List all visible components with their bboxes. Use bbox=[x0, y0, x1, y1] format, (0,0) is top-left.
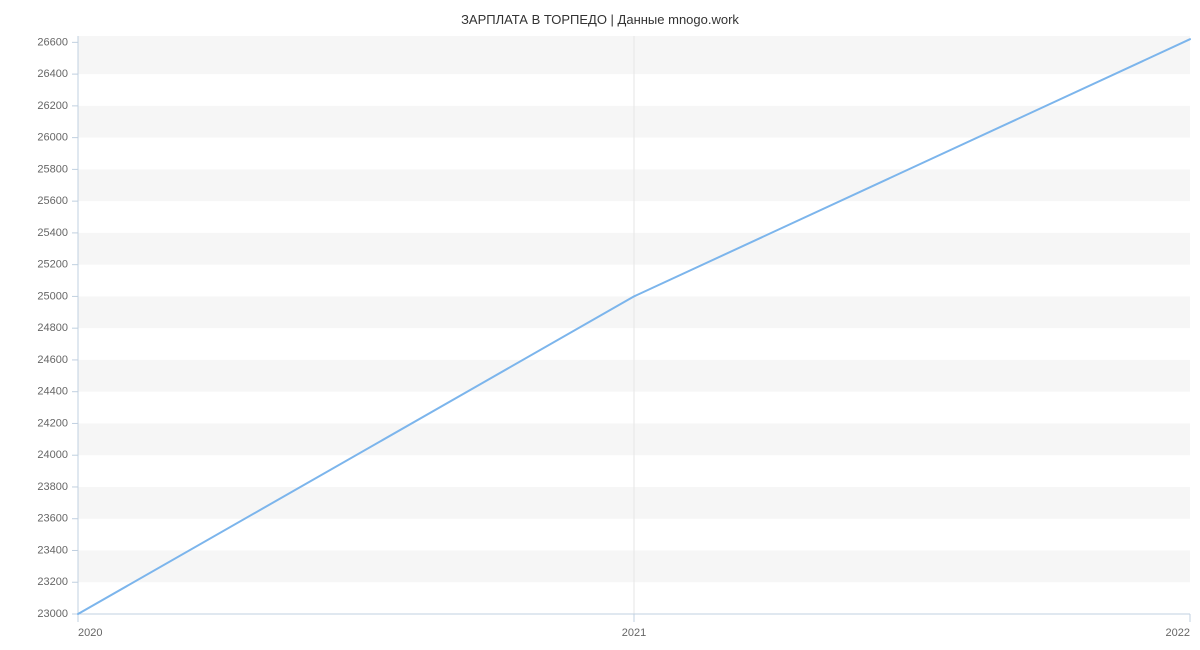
y-tick-label: 23200 bbox=[37, 576, 68, 588]
x-tick-label: 2020 bbox=[78, 627, 102, 639]
y-tick-label: 24800 bbox=[37, 322, 68, 334]
y-tick-label: 25800 bbox=[37, 163, 68, 175]
y-tick-label: 26000 bbox=[37, 132, 68, 144]
y-tick-label: 24200 bbox=[37, 417, 68, 429]
y-tick-label: 26600 bbox=[37, 36, 68, 48]
y-tick-label: 26400 bbox=[37, 68, 68, 80]
y-tick-label: 25000 bbox=[37, 290, 68, 302]
y-tick-label: 25400 bbox=[37, 227, 68, 239]
chart-title: ЗАРПЛАТА В ТОРПЕДО | Данные mnogo.work bbox=[0, 12, 1200, 27]
y-tick-label: 23800 bbox=[37, 481, 68, 493]
y-tick-label: 26200 bbox=[37, 100, 68, 112]
y-tick-label: 23000 bbox=[37, 608, 68, 620]
chart-canvas: 23000 23200 23400 23600 23800 24000 24200 24400… bbox=[0, 0, 1200, 650]
x-tick-label: 2021 bbox=[622, 627, 646, 639]
y-tick-label: 24000 bbox=[37, 449, 68, 461]
y-tick-label: 25200 bbox=[37, 259, 68, 271]
y-tick-label: 24600 bbox=[37, 354, 68, 366]
y-tick-label: 24400 bbox=[37, 386, 68, 398]
y-tick-label: 25600 bbox=[37, 195, 68, 207]
x-tick-label: 2022 bbox=[1166, 627, 1190, 639]
y-tick-label: 23600 bbox=[37, 513, 68, 525]
salary-line-chart: ЗАРПЛАТА В ТОРПЕДО | Данные mnogo.work 2… bbox=[0, 0, 1200, 650]
y-tick-label: 23400 bbox=[37, 544, 68, 556]
